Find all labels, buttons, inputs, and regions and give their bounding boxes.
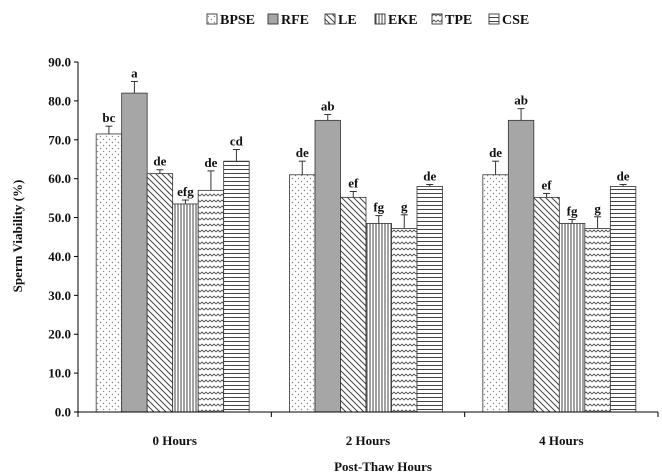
bar-eke-0 xyxy=(172,203,199,413)
y-tick-label: 50.0 xyxy=(48,210,71,225)
bar-eke-1 xyxy=(365,222,392,413)
y-tick-label: 90.0 xyxy=(48,55,71,70)
y-tick-label: 80.0 xyxy=(48,93,71,108)
significance-label: de xyxy=(617,169,630,184)
bar-tpe-0 xyxy=(197,189,225,413)
legend-swatch-le xyxy=(324,13,336,25)
bar-cse-0 xyxy=(223,160,250,413)
significance-label: de xyxy=(204,155,217,170)
bar-bpse-0 xyxy=(95,133,123,413)
y-axis: 0.0 10.0 20.0 30.0 40.0 50.0 60.0 70.0 80.0 90.0 xyxy=(48,55,79,420)
significance-label: ef xyxy=(348,176,359,191)
y-tick-label: 20.0 xyxy=(48,327,71,342)
significance-label: ef xyxy=(542,177,553,192)
significance-label: efg xyxy=(177,184,194,199)
bar-rfe-0 xyxy=(121,92,148,413)
significance-label: de xyxy=(153,154,166,169)
legend-label-tpe: TPE xyxy=(445,13,472,28)
significance-label: ab xyxy=(321,99,335,114)
y-tick-label: 0.0 xyxy=(55,405,71,420)
legend-label-bpse: BPSE xyxy=(220,13,255,28)
significance-label: bc xyxy=(102,110,115,125)
x-tick-label: 2 Hours xyxy=(346,433,390,448)
bar-cse-2 xyxy=(609,186,637,413)
significance-label: g xyxy=(594,201,601,216)
legend-swatch-eke xyxy=(374,13,386,25)
bar-le-1 xyxy=(340,196,367,413)
significance-label: fg xyxy=(567,204,578,219)
y-tick-label: 60.0 xyxy=(48,171,71,186)
significance-label: g xyxy=(401,199,408,214)
significance-label: fg xyxy=(373,200,384,215)
bar-eke-2 xyxy=(558,222,586,413)
bar-le-2 xyxy=(533,196,560,413)
significance-label: de xyxy=(296,145,309,160)
bar-bpse-2 xyxy=(482,174,509,413)
legend-label-le: LE xyxy=(338,13,357,28)
x-tick-label: 4 Hours xyxy=(539,433,583,448)
y-tick-label: 10.0 xyxy=(48,366,71,381)
legend-swatch-bpse xyxy=(206,13,218,25)
significance-label: ab xyxy=(514,93,528,108)
significance-label: cd xyxy=(230,134,244,149)
significance-label: de xyxy=(423,169,436,184)
significance-label: a xyxy=(131,65,138,80)
legend-swatch-tpe xyxy=(431,13,443,25)
bar-cse-1 xyxy=(416,186,443,413)
legend-label-rfe: RFE xyxy=(281,13,309,28)
bar-rfe-1 xyxy=(314,119,341,413)
bar-le-0 xyxy=(146,173,174,413)
x-tick-label: 0 Hours xyxy=(152,433,196,448)
legend-swatch-cse xyxy=(488,13,500,25)
legend-swatch-rfe xyxy=(267,13,279,25)
y-tick-label: 40.0 xyxy=(48,249,71,264)
bar-tpe-2 xyxy=(584,228,611,413)
significance-label: de xyxy=(489,145,502,160)
legend-label-eke: EKE xyxy=(388,13,418,28)
y-tick-label: 30.0 xyxy=(48,288,71,303)
bar-rfe-2 xyxy=(507,119,535,413)
legend: BPSE RFE LE EKE TPE CSE xyxy=(206,13,529,28)
bar-bpse-1 xyxy=(289,174,316,413)
legend-label-cse: CSE xyxy=(502,13,529,28)
x-axis-title: Post-Thaw Hours xyxy=(334,459,432,474)
y-axis-title: Sperm Viability (%) xyxy=(10,180,25,293)
bar-tpe-1 xyxy=(391,228,418,413)
x-axis: 0 Hours 2 Hours 4 Hours xyxy=(77,411,659,448)
y-tick-label: 70.0 xyxy=(48,132,71,147)
